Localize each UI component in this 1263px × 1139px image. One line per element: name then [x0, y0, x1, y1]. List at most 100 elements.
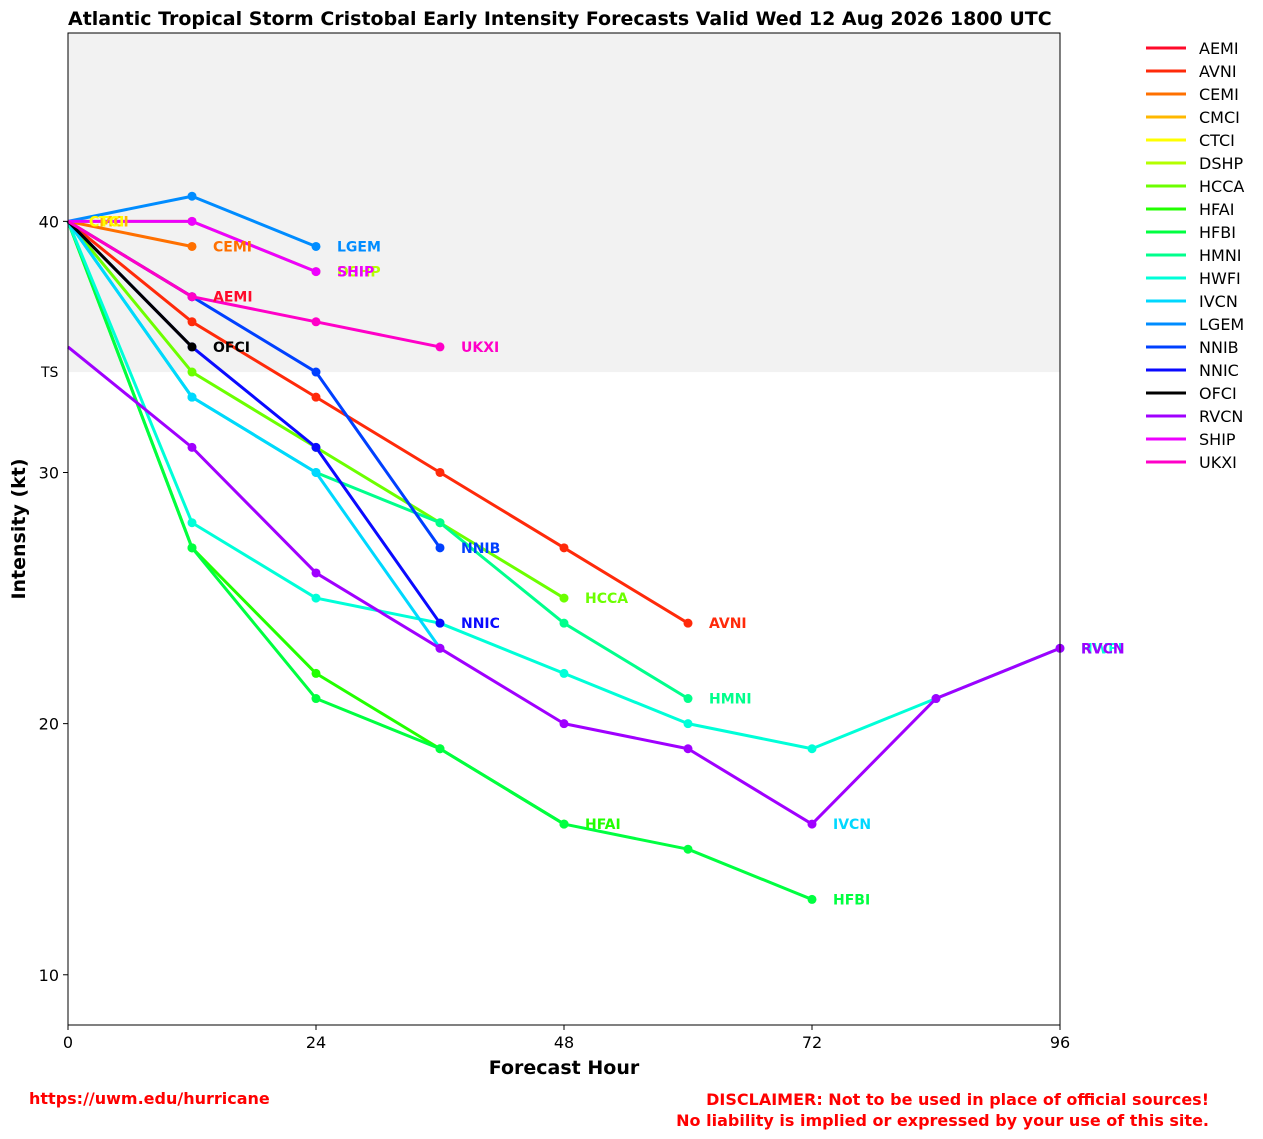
- end-label-cmci: CMCI: [89, 214, 129, 230]
- series-rvcn: [67, 345, 1065, 829]
- data-point-ivcn: [311, 467, 321, 477]
- y-tick-label: 30: [39, 463, 59, 482]
- data-point-rvcn: [931, 694, 941, 704]
- data-point-ship: [311, 267, 321, 277]
- end-label-nnic: NNIC: [461, 616, 500, 632]
- series-line-rvcn: [67, 345, 1061, 826]
- series-cemi: [67, 219, 197, 251]
- legend-entry-dshp: DSHP: [1146, 154, 1244, 173]
- data-point-ship: [187, 216, 197, 226]
- data-point-nnic: [435, 618, 445, 628]
- legend-label: HWFI: [1199, 269, 1241, 288]
- legend-entry-hwfi: HWFI: [1146, 269, 1241, 288]
- legend-label: CTCI: [1199, 131, 1235, 150]
- intensity-band-ts: [68, 33, 1060, 373]
- data-point-hfbi: [559, 819, 569, 829]
- data-point-nnib: [435, 543, 445, 553]
- legend-entry-avni: AVNI: [1146, 62, 1237, 81]
- legend-entry-hfbi: HFBI: [1146, 223, 1236, 242]
- data-point-cemi: [187, 241, 197, 251]
- end-label-lgem: LGEM: [337, 239, 381, 255]
- y-tick-label: 10: [39, 966, 59, 985]
- legend-entry-cmci: CMCI: [1146, 108, 1240, 127]
- legend-entry-hfai: HFAI: [1146, 200, 1234, 219]
- legend-entry-ofci: OFCI: [1146, 384, 1237, 403]
- data-point-rvcn: [435, 643, 445, 653]
- y-axis-label: Intensity (kt): [8, 458, 30, 599]
- series-ofci: [66, 220, 197, 352]
- series-line-ukxi: [67, 220, 441, 349]
- series-line-ivcn: [66, 220, 442, 650]
- data-point-lgem: [311, 241, 321, 251]
- data-point-nnic: [311, 442, 321, 452]
- footer-disclaimer: DISCLAIMER: Not to be used in place of o…: [676, 1089, 1209, 1131]
- legend-entry-aemi: AEMI: [1146, 39, 1239, 58]
- data-point-rvcn: [311, 568, 321, 578]
- end-label-hfbi: HFBI: [833, 892, 870, 908]
- x-tick-label: 72: [802, 1033, 822, 1052]
- legend-entry-rvcn: RVCN: [1146, 407, 1243, 426]
- x-tick-label: 24: [306, 1033, 326, 1052]
- data-point-ukxi: [187, 292, 197, 302]
- series-ship: [68, 216, 321, 277]
- data-point-hmni: [683, 694, 693, 704]
- data-point-hwfi: [807, 744, 817, 754]
- data-point-avni: [311, 392, 321, 402]
- legend-label: NNIC: [1199, 361, 1239, 380]
- data-point-avni: [187, 317, 197, 327]
- data-point-avni: [559, 543, 569, 553]
- end-label-hcca: HCCA: [585, 591, 628, 607]
- end-label-ctci: CTCI: [89, 214, 124, 230]
- data-point-hwfi: [559, 668, 569, 678]
- legend-label: RVCN: [1199, 407, 1243, 426]
- data-point-ukxi: [311, 317, 321, 327]
- disclaimer-line-1: DISCLAIMER: Not to be used in place of o…: [706, 1090, 1209, 1109]
- data-point-hfbi: [187, 543, 197, 553]
- series-ukxi: [67, 220, 445, 352]
- end-label-dshp: DSHP: [337, 265, 381, 281]
- data-point-nnib: [311, 367, 321, 377]
- end-label-aemi: AEMI: [213, 290, 253, 306]
- end-label-avni: AVNI: [709, 616, 747, 632]
- legend-label: OFCI: [1199, 384, 1237, 403]
- legend-entry-cemi: CEMI: [1146, 85, 1239, 104]
- end-label-ivcn: IVCN: [833, 817, 871, 833]
- end-label-ofci: OFCI: [213, 340, 250, 356]
- series-line-avni: [67, 220, 689, 625]
- legend-label: SHIP: [1199, 430, 1236, 449]
- data-point-rvcn: [187, 442, 197, 452]
- data-point-hwfi: [187, 518, 197, 528]
- data-point-ivcn: [187, 392, 197, 402]
- end-label-rvcn: RVCN: [1081, 641, 1125, 657]
- legend-entry-nnic: NNIC: [1146, 361, 1239, 380]
- end-label-ship: SHIP: [337, 265, 374, 281]
- legend-entry-hmni: HMNI: [1146, 246, 1242, 265]
- legend-entry-hcca: HCCA: [1146, 177, 1244, 196]
- legend-label: AEMI: [1199, 39, 1239, 58]
- legend-entry-ship: SHIP: [1146, 430, 1236, 449]
- x-tick-label: 96: [1050, 1033, 1070, 1052]
- data-point-hfbi: [807, 894, 817, 904]
- series-avni: [67, 220, 693, 628]
- y-tick-label: 20: [39, 715, 59, 734]
- legend-label: DSHP: [1199, 154, 1244, 173]
- legend: AEMI AVNI CEMI CMCI CTCI DSHP HCCA HFAI HFBI HMNI…: [1146, 39, 1244, 472]
- legend-label: NNIB: [1199, 338, 1239, 357]
- series-line-ofci: [66, 220, 194, 348]
- data-point-ukxi: [435, 342, 445, 352]
- x-tick-label: 48: [554, 1033, 574, 1052]
- series-line-cemi: [67, 219, 193, 248]
- legend-label: HFAI: [1199, 200, 1234, 219]
- data-point-hcca: [187, 367, 197, 377]
- legend-label: CEMI: [1199, 85, 1239, 104]
- chart-title: Atlantic Tropical Storm Cristobal Early …: [68, 8, 1052, 30]
- legend-label: HFBI: [1199, 223, 1236, 242]
- footer-url: https://uwm.edu/hurricane: [29, 1089, 270, 1108]
- end-label-nnib: NNIB: [461, 541, 500, 557]
- legend-label: UKXI: [1199, 453, 1237, 472]
- legend-label: IVCN: [1199, 292, 1238, 311]
- series-lgem: [67, 191, 321, 251]
- data-point-lgem: [187, 191, 197, 201]
- data-point-hfai: [311, 668, 321, 678]
